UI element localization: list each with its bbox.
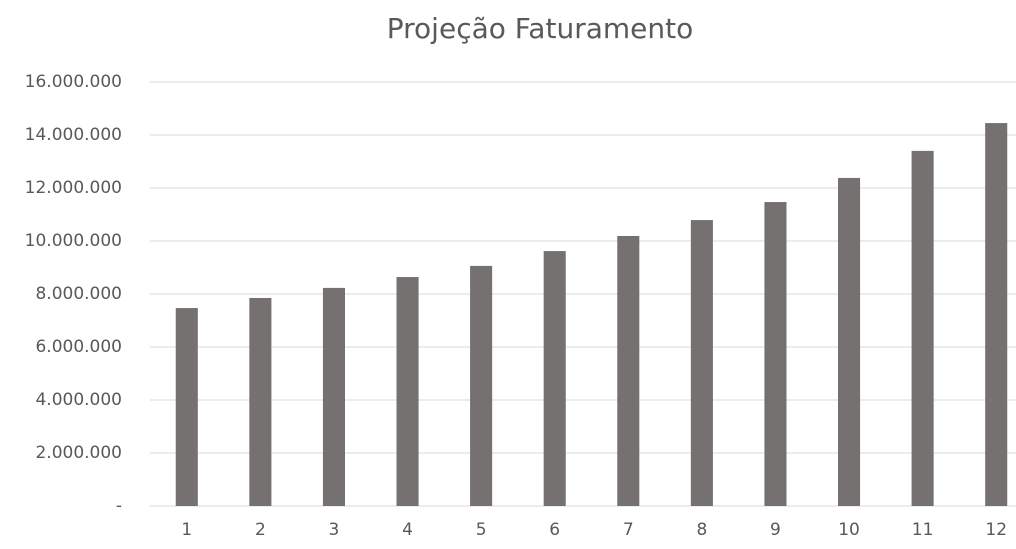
y-tick-label: -: [116, 496, 122, 516]
x-tick-label: 6: [549, 520, 560, 540]
x-tick-label: 12: [985, 520, 1007, 540]
bar: [175, 308, 198, 506]
bar: [690, 220, 713, 506]
x-tick-label: 11: [912, 520, 934, 540]
bar: [617, 235, 640, 506]
x-tick-label: 10: [838, 520, 860, 540]
y-tick-label: 12.000.000: [25, 178, 122, 198]
y-tick-label: 6.000.000: [35, 337, 122, 357]
bar: [322, 287, 345, 506]
bar: [396, 277, 419, 506]
y-tick-label: 14.000.000: [25, 125, 122, 145]
y-tick-label: 8.000.000: [35, 284, 122, 304]
chart-title: Projeção Faturamento: [387, 12, 693, 45]
bar: [764, 202, 787, 507]
x-tick-label: 9: [770, 520, 781, 540]
bar: [470, 265, 493, 506]
y-tick-label: 10.000.000: [25, 231, 122, 251]
x-tick-label: 8: [696, 520, 707, 540]
y-tick-label: 16.000.000: [25, 72, 122, 92]
x-tick-label: 7: [623, 520, 634, 540]
x-tick-label: 1: [181, 520, 192, 540]
x-tick-label: 3: [329, 520, 340, 540]
x-tick-label: 5: [476, 520, 487, 540]
bar: [985, 123, 1008, 506]
y-tick-label: 4.000.000: [35, 390, 122, 410]
x-tick-label: 4: [402, 520, 413, 540]
bar: [838, 177, 861, 506]
bar: [249, 297, 272, 506]
y-tick-label: 2.000.000: [35, 443, 122, 463]
bar: [543, 251, 566, 506]
bar: [911, 150, 934, 506]
x-tick-label: 2: [255, 520, 266, 540]
